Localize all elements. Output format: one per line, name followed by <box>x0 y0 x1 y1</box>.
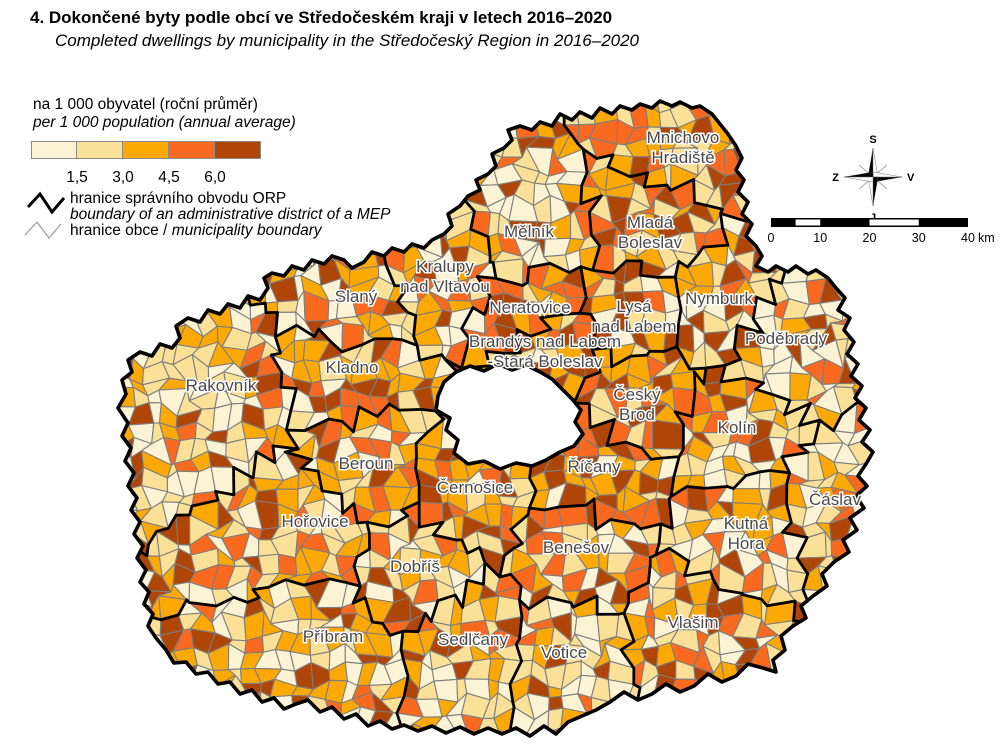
map-label-nymburk: Nymburk <box>685 289 754 308</box>
district-labels: Mnichovo Hradiště Mladá Boleslav Mělník Kralu… <box>184 127 863 664</box>
legend-tick-1,5: 1,5 <box>66 169 88 186</box>
legend-tick-3,0: 3,0 <box>112 169 134 186</box>
map-label-sedl-any: Sedlčany <box>438 630 508 649</box>
municipality-boundary-line-icon <box>24 221 62 239</box>
map-label-lys-nad-labem: Lysá nad Labem <box>591 297 676 336</box>
map-label-pod-brady: Poděbrady <box>745 329 828 348</box>
legend-orp-en: boundary of an administrative district o… <box>70 206 391 223</box>
compass-label-north: S <box>869 134 876 146</box>
map-label--any: Říčany <box>568 457 621 476</box>
page-title: 4. Dokončené byty podle obcí ve Středoče… <box>30 8 613 27</box>
region-outline <box>116 99 875 738</box>
map-label-beroun: Beroun <box>339 454 394 473</box>
compass-label-east: V <box>907 172 915 184</box>
map-label-p-bram: Příbram <box>303 627 363 646</box>
compass-rose: SJZV <box>832 134 915 224</box>
map-label-ho-ovice: Hořovice <box>281 512 348 531</box>
map-label-mlad-boleslav: Mladá Boleslav <box>618 213 683 252</box>
legend-unit-cs: na 1 000 obyvatel (roční průměr) <box>33 96 258 113</box>
legend-tick-4,5: 4,5 <box>158 169 180 186</box>
map-label-kladno: Kladno <box>326 358 379 377</box>
map-label-kutn-hora: Kutná Hora <box>724 514 769 553</box>
map-label--slav: Čáslav <box>809 490 861 509</box>
compass-label-west: Z <box>832 172 839 184</box>
scale-tick-0: 0 <box>768 231 775 245</box>
map-label-mnichovo-hradi-t-: Mnichovo Hradiště <box>647 128 720 167</box>
legend-class-4 <box>169 141 215 159</box>
map-label-bene-ov: Benešov <box>543 538 610 557</box>
scale-bar: 0 10 20 30 40 km <box>768 218 995 245</box>
scale-tick-40: 40 <box>961 231 975 245</box>
map-label-slan-: Slaný <box>335 287 378 306</box>
legend-unit-en: per 1 000 population (annual average) <box>33 114 296 131</box>
map-label-votice: Votice <box>541 643 587 662</box>
legend-orp-cs: hranice správního obvodu ORP <box>70 190 287 207</box>
legend-class-2 <box>77 141 123 159</box>
map-label-vla-im: Vlašim <box>667 613 718 632</box>
map-label-rakovn-k: Rakovník <box>186 376 257 395</box>
legend-tick-6,0: 6,0 <box>204 169 226 186</box>
map-label--erno-ice: Černošice <box>437 478 514 497</box>
map-label-m-ln-k: Mělník <box>504 222 555 241</box>
orp-boundary-line-icon <box>26 191 66 215</box>
legend-class-5 <box>215 141 261 159</box>
scale-unit: km <box>978 231 995 245</box>
legend-class-3 <box>123 141 169 159</box>
scale-tick-30: 30 <box>912 231 926 245</box>
scale-tick-20: 20 <box>863 231 877 245</box>
map-label-neratovice: Neratovice <box>489 298 570 317</box>
scale-tick-10: 10 <box>813 231 827 245</box>
orp-boundaries <box>118 101 873 736</box>
prague-hole <box>434 362 585 471</box>
legend-class-1 <box>31 141 77 159</box>
map-label-brand-s-nad-labem-star-boleslav: Brandýs nad Labem -Stará Boleslav <box>469 332 621 371</box>
legend-color-ramp <box>31 141 261 159</box>
map-label-kralupy-nad-vltavou: Kralupy nad Vltavou <box>400 257 490 296</box>
map-label-dob-: Dobříš <box>390 557 440 576</box>
map-label--esk-brod: Český Brod <box>613 385 661 424</box>
map-label-kol-n: Kolín <box>718 418 757 437</box>
page-subtitle: Completed dwellings by municipality in t… <box>55 31 640 50</box>
legend-municipality: hranice obce / municipality boundary <box>70 222 322 239</box>
